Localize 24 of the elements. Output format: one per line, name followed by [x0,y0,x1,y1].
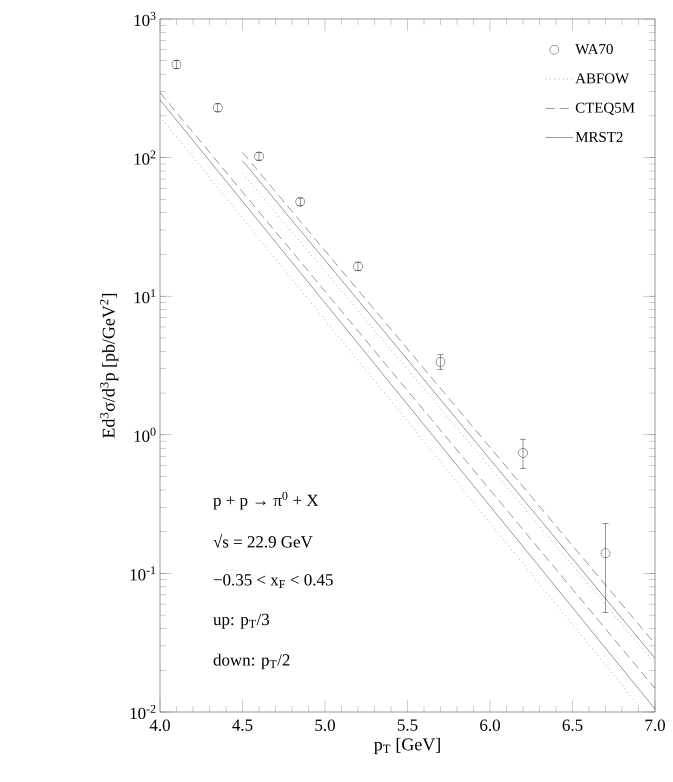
x-tick-label: 4.0 [150,720,170,732]
annotation: up: p$_{T}$/3 [213,614,270,629]
y-tick-label: 10$^{3}$ [134,12,156,26]
annotation: √s = 22.9 GeV [213,534,313,548]
x-tick-label: 5.5 [398,720,418,731]
annotation: down: p$_{T}$/2 [214,654,290,670]
legend-label: ABFOW [575,73,630,84]
legend-label: WA70 [575,44,613,54]
legend-label: CTEQ5M [576,102,635,115]
y-tick-label: 10$^{-1}$ [130,566,156,581]
x-tick-label: 4.5 [232,720,252,731]
annotation: −0.35 < x$_{F}$ < 0.45 [214,574,333,588]
y-tick-label: 10$^{1}$ [134,289,156,304]
y-tick-label: 10$^{-2}$ [130,704,156,720]
x-tick-label: 5.0 [315,720,335,732]
y-axis-title: Ed$^{3}$σ/d$^{3}$p [pb/GeV$^{2}$] [100,294,118,438]
legend-label: MRST2 [576,132,623,142]
x-axis-title: p$_{T}$ [GeV] [374,738,440,754]
y-tick-label: 10$^{0}$ [134,428,156,442]
annotation: p + p → π$^{0}$ + X [213,492,318,510]
x-tick-label: 7.0 [646,720,665,732]
x-tick-label: 6.0 [480,720,500,732]
y-tick-label: 10$^{2}$ [134,150,156,165]
x-tick-label: 6.5 [562,720,582,731]
